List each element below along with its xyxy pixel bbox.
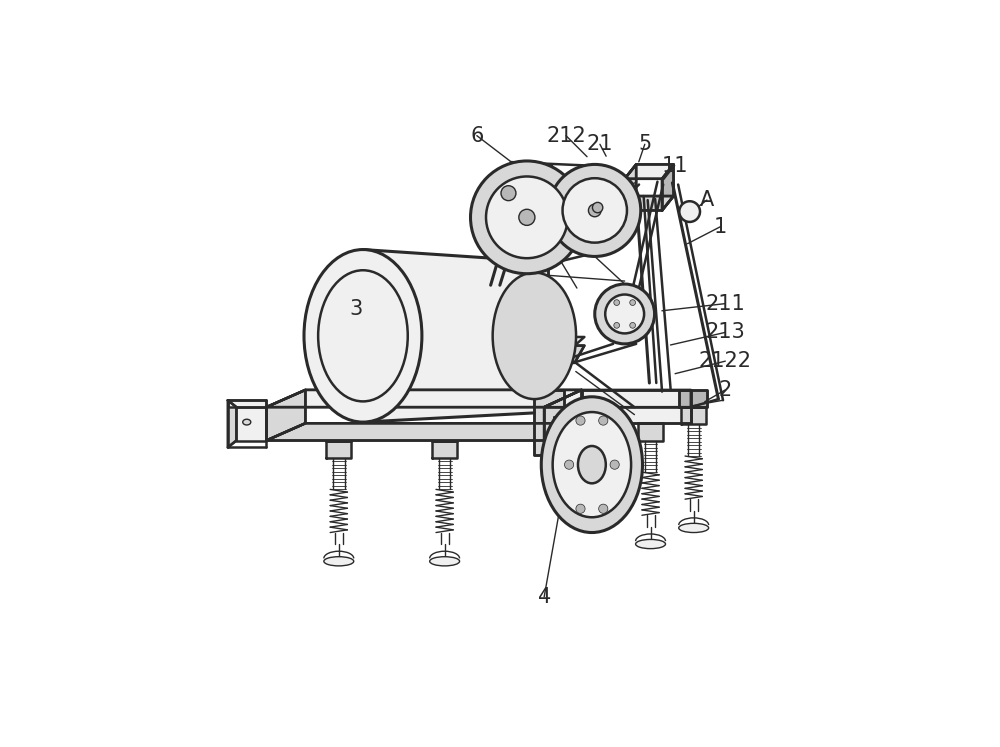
Circle shape bbox=[679, 201, 700, 222]
Polygon shape bbox=[266, 424, 582, 441]
Text: 4: 4 bbox=[538, 587, 551, 607]
Text: 1: 1 bbox=[714, 217, 727, 237]
Polygon shape bbox=[524, 171, 548, 346]
Circle shape bbox=[576, 416, 585, 425]
Circle shape bbox=[630, 300, 636, 306]
Ellipse shape bbox=[243, 419, 251, 425]
Ellipse shape bbox=[486, 176, 568, 258]
Polygon shape bbox=[582, 390, 691, 424]
Ellipse shape bbox=[471, 161, 583, 273]
Text: 5: 5 bbox=[638, 134, 651, 155]
Circle shape bbox=[610, 460, 619, 469]
Text: 2122: 2122 bbox=[699, 351, 752, 371]
Polygon shape bbox=[523, 346, 533, 380]
Polygon shape bbox=[266, 390, 305, 441]
Ellipse shape bbox=[541, 397, 642, 533]
Ellipse shape bbox=[324, 557, 354, 566]
Polygon shape bbox=[326, 441, 351, 458]
Ellipse shape bbox=[430, 557, 460, 566]
Polygon shape bbox=[662, 164, 674, 211]
Ellipse shape bbox=[519, 209, 535, 226]
Polygon shape bbox=[266, 390, 582, 407]
Ellipse shape bbox=[549, 164, 641, 256]
Circle shape bbox=[599, 416, 608, 425]
Circle shape bbox=[592, 202, 603, 213]
Text: 213: 213 bbox=[705, 323, 745, 342]
Polygon shape bbox=[363, 390, 380, 407]
Polygon shape bbox=[228, 400, 236, 447]
Polygon shape bbox=[363, 249, 534, 422]
Ellipse shape bbox=[553, 412, 631, 517]
Polygon shape bbox=[432, 441, 457, 458]
Polygon shape bbox=[534, 390, 564, 455]
Circle shape bbox=[630, 323, 636, 328]
Ellipse shape bbox=[578, 446, 606, 483]
Polygon shape bbox=[638, 424, 663, 441]
Circle shape bbox=[614, 300, 620, 306]
Ellipse shape bbox=[636, 539, 666, 548]
Circle shape bbox=[564, 460, 574, 469]
Polygon shape bbox=[544, 390, 691, 407]
Polygon shape bbox=[625, 196, 674, 211]
Polygon shape bbox=[681, 407, 706, 424]
Circle shape bbox=[614, 323, 620, 328]
Text: 3: 3 bbox=[349, 300, 363, 320]
Ellipse shape bbox=[304, 249, 422, 422]
Ellipse shape bbox=[679, 524, 709, 533]
Circle shape bbox=[576, 504, 585, 513]
Polygon shape bbox=[236, 407, 266, 441]
Text: 21: 21 bbox=[587, 134, 613, 155]
Text: 211: 211 bbox=[705, 294, 745, 314]
Polygon shape bbox=[625, 164, 636, 211]
Ellipse shape bbox=[605, 294, 644, 333]
Text: 212: 212 bbox=[546, 125, 586, 146]
Ellipse shape bbox=[595, 284, 655, 344]
Polygon shape bbox=[625, 164, 674, 179]
Polygon shape bbox=[544, 390, 582, 441]
Circle shape bbox=[501, 186, 516, 201]
Text: A: A bbox=[700, 190, 714, 210]
Polygon shape bbox=[679, 390, 707, 407]
Polygon shape bbox=[523, 337, 584, 346]
Ellipse shape bbox=[588, 204, 601, 217]
Text: 6: 6 bbox=[470, 125, 484, 146]
Ellipse shape bbox=[563, 179, 627, 243]
Circle shape bbox=[599, 504, 608, 513]
Polygon shape bbox=[523, 346, 584, 363]
Ellipse shape bbox=[493, 273, 576, 399]
Text: 11: 11 bbox=[661, 155, 688, 176]
Text: 2: 2 bbox=[719, 380, 732, 400]
Polygon shape bbox=[554, 418, 592, 436]
Polygon shape bbox=[228, 400, 266, 407]
